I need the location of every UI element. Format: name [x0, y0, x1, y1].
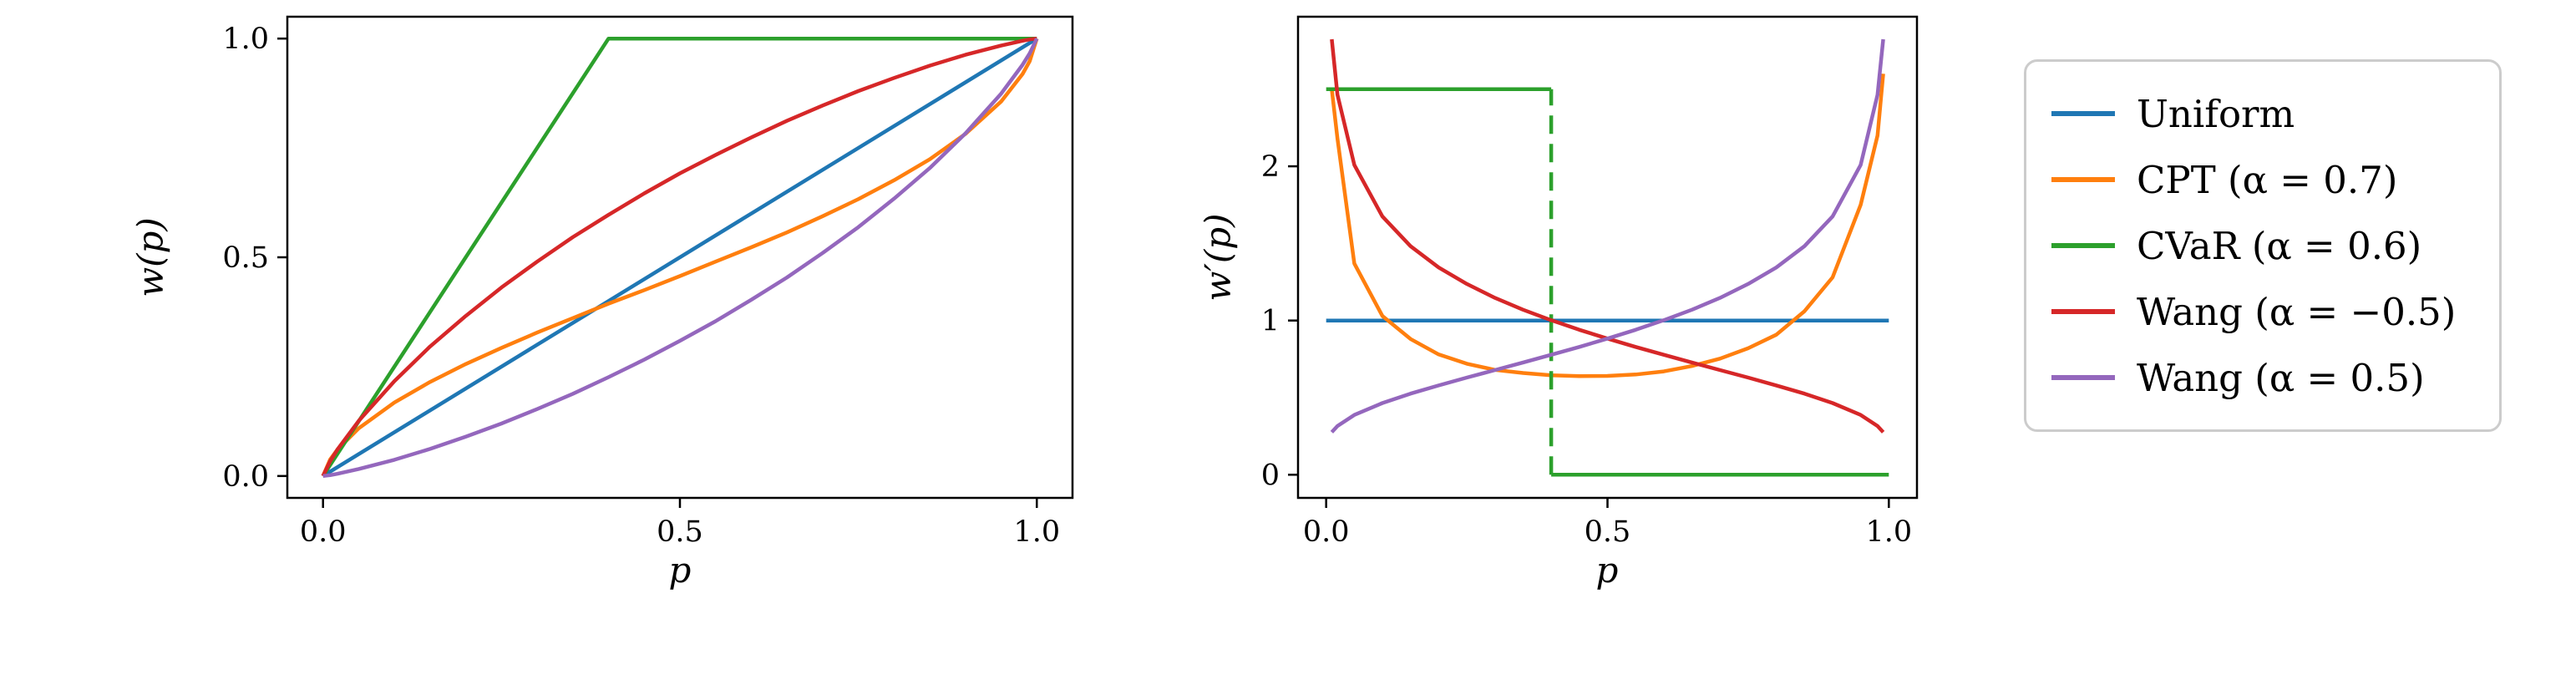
x-tick-label: 0.5: [1585, 515, 1631, 549]
y-tick-label: 1: [1261, 305, 1280, 338]
legend-line-sample-wang-neg: [2051, 309, 2115, 314]
x-tick-label: 0.5: [657, 515, 703, 549]
right-ylabel: w′(p): [1197, 213, 1239, 302]
legend-item-cpt: CPT (α = 0.7): [2051, 148, 2474, 211]
y-tick-label: 0.5: [222, 241, 269, 275]
x-tick-label: 1.0: [1865, 515, 1912, 549]
y-tick-label: 2: [1261, 150, 1280, 184]
legend-label-wang-pos: Wang (α = 0.5): [2137, 355, 2425, 400]
y-tick-label: 1.0: [222, 23, 269, 56]
series-line-wang-0-5-: [1330, 38, 1885, 434]
y-tick-label: 0.0: [222, 460, 269, 494]
legend-label-wang-neg: Wang (α = −0.5): [2137, 289, 2457, 334]
legend-label-uniform: Uniform: [2137, 91, 2295, 136]
legend-label-cvar: CVaR (α = 0.6): [2137, 223, 2422, 268]
right-xlabel: p: [1595, 550, 1619, 591]
legend-item-uniform: Uniform: [2051, 82, 2474, 145]
left-ylabel: w(p): [129, 217, 171, 297]
x-tick-label: 0.0: [1303, 515, 1350, 549]
series-line-wang-0-5-: [1330, 38, 1885, 434]
legend-line-sample-cvar: [2051, 243, 2115, 248]
series-line-cvar-0-6-: [1326, 87, 1889, 477]
legend-line-sample-cpt: [2051, 177, 2115, 182]
legend-line-sample-uniform: [2051, 111, 2115, 116]
left-xlabel: p: [668, 550, 692, 591]
series-line-wang-0-5-: [322, 38, 1039, 479]
series-line-cvar-0-6-: [321, 36, 1037, 478]
legend-item-wang-neg: Wang (α = −0.5): [2051, 280, 2474, 343]
legend-item-wang-pos: Wang (α = 0.5): [2051, 346, 2474, 409]
y-tick-label: 0: [1261, 459, 1280, 492]
series-line-cpt-0-7-: [1330, 74, 1885, 378]
series-line-wang-0-5-: [321, 36, 1037, 477]
legend-item-cvar: CVaR (α = 0.6): [2051, 214, 2474, 277]
series-line-uniform: [322, 37, 1038, 478]
x-tick-label: 0.0: [300, 515, 347, 549]
legend-line-sample-wang-pos: [2051, 375, 2115, 380]
x-tick-label: 1.0: [1013, 515, 1060, 549]
legend: Uniform CPT (α = 0.7) CVaR (α = 0.6) Wan…: [2024, 59, 2502, 432]
legend-label-cpt: CPT (α = 0.7): [2137, 157, 2398, 202]
